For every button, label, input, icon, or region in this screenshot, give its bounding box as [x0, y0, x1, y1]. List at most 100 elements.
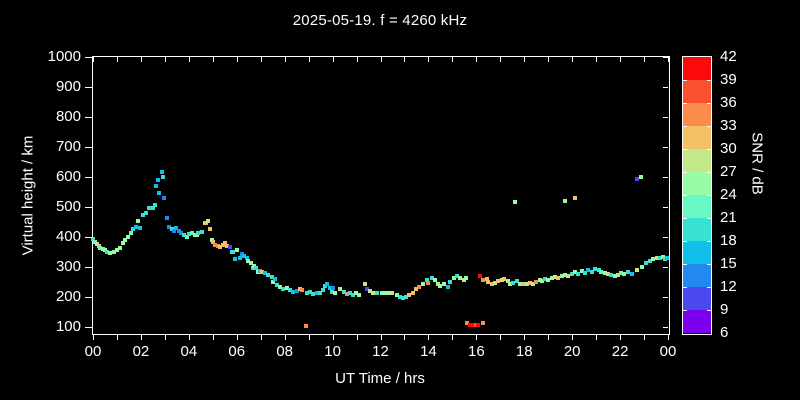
data-point	[105, 249, 110, 254]
data-point	[362, 282, 367, 287]
x-tick-label: 06	[228, 343, 246, 360]
data-point	[171, 229, 176, 233]
x-tick	[620, 334, 622, 340]
data-point	[622, 271, 627, 276]
x-tick-label: 08	[276, 343, 293, 360]
data-point	[619, 271, 624, 275]
data-point	[157, 190, 162, 195]
colorbar-tick-label: 33	[720, 117, 737, 134]
data-point	[96, 243, 101, 248]
x-tick	[572, 334, 574, 340]
data-point	[496, 279, 501, 284]
data-point	[589, 269, 594, 274]
data-point	[245, 258, 250, 263]
data-point	[464, 275, 469, 280]
data-point	[211, 240, 216, 245]
colorbar-segment	[683, 57, 711, 80]
data-point	[579, 269, 584, 274]
x-tick-mirror	[428, 57, 430, 62]
data-point	[239, 252, 244, 257]
data-point	[350, 292, 355, 297]
x-tick-mirror	[548, 57, 550, 62]
data-point	[562, 199, 567, 203]
data-point	[164, 216, 169, 221]
colorbar-tick	[707, 310, 711, 311]
x-tick-mirror	[620, 57, 622, 62]
data-point	[458, 276, 463, 281]
data-point	[187, 232, 192, 236]
y-tick-label: 300	[55, 258, 81, 275]
data-point	[266, 272, 271, 277]
y-tick-label: 100	[55, 318, 81, 335]
data-point	[217, 244, 222, 249]
data-point	[593, 267, 598, 272]
x-tick	[140, 334, 142, 340]
x-tick	[116, 334, 118, 340]
data-point	[274, 283, 279, 287]
data-point	[234, 247, 239, 252]
colorbar-segment	[683, 195, 711, 218]
data-point	[507, 281, 512, 286]
data-point	[371, 290, 376, 295]
x-tick	[404, 334, 406, 340]
data-point	[502, 277, 507, 282]
x-tick	[380, 334, 382, 340]
x-tick-mirror	[500, 57, 502, 62]
data-point	[128, 231, 133, 236]
x-tick	[596, 334, 598, 340]
data-point	[464, 321, 469, 326]
colorbar-tick	[683, 126, 687, 127]
data-point	[281, 286, 286, 291]
x-tick	[644, 334, 646, 340]
data-point	[566, 274, 571, 278]
data-point	[389, 291, 394, 296]
data-point	[400, 296, 405, 301]
colorbar-tick-label: 15	[720, 255, 737, 272]
colorbar-segment	[683, 310, 711, 333]
colorbar-tick-label: 36	[720, 94, 737, 111]
y-tick-label: 800	[55, 108, 81, 125]
data-point	[123, 238, 128, 242]
colorbar-segment	[683, 80, 711, 103]
colorbar-segment	[683, 241, 711, 264]
data-point	[174, 226, 179, 231]
y-tick	[85, 177, 92, 178]
data-point	[559, 274, 564, 278]
data-point	[215, 243, 220, 248]
data-point	[321, 287, 326, 292]
y-tick	[85, 57, 92, 58]
data-point	[420, 282, 425, 287]
data-point	[189, 231, 194, 236]
data-point	[599, 270, 604, 275]
colorbar-tick-label: 27	[720, 163, 737, 180]
data-point	[237, 256, 242, 261]
data-point	[338, 287, 342, 292]
y-tick-mirror	[663, 117, 668, 118]
colorbar-tick-label: 12	[720, 278, 737, 295]
y-tick	[85, 87, 92, 88]
x-tick-mirror	[308, 57, 310, 62]
data-point	[304, 290, 309, 295]
data-point	[136, 219, 141, 224]
data-point	[517, 281, 522, 286]
colorbar-tick-label: 6	[720, 324, 729, 341]
data-point	[473, 322, 478, 327]
colorbar-tick	[707, 103, 711, 104]
data-point	[424, 278, 429, 283]
data-point	[322, 283, 327, 288]
x-tick	[500, 334, 502, 340]
y-tick-label: 700	[55, 138, 81, 155]
data-point	[300, 288, 305, 293]
colorbar-tick	[683, 149, 687, 150]
data-point	[308, 289, 313, 294]
data-point	[206, 219, 211, 224]
x-tick-mirror	[284, 57, 286, 62]
colorbar-tick	[707, 218, 711, 219]
colorbar-tick	[707, 126, 711, 127]
colorbar-tick	[707, 172, 711, 173]
y-tick-label: 1000	[47, 48, 81, 65]
x-tick-label: 10	[324, 343, 341, 360]
data-point	[471, 323, 476, 328]
colorbar-tick	[683, 241, 687, 242]
data-point	[102, 247, 107, 252]
